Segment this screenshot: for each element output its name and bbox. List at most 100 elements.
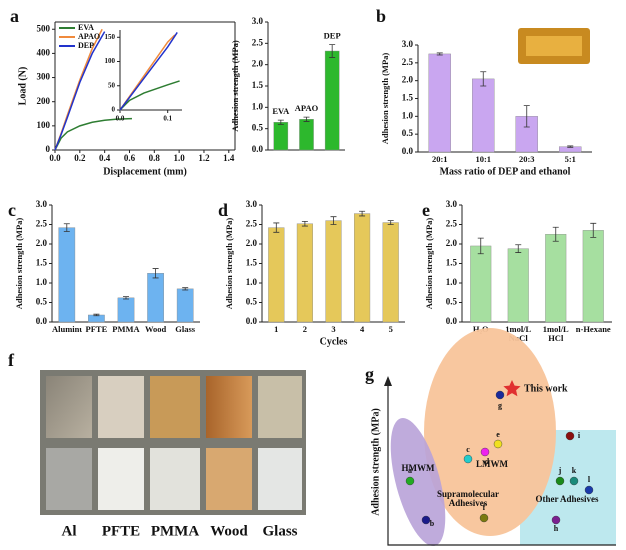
bar: [58, 227, 76, 323]
y-axis-label: Adhesion strength (MPa): [224, 218, 234, 310]
x-tick-label: 3: [331, 325, 336, 334]
panel-letter: f: [8, 350, 15, 370]
y-tick-label: 3.0: [402, 39, 414, 49]
photo: [258, 448, 302, 510]
point: [565, 431, 575, 441]
x-tick-label: 0.8: [149, 153, 161, 163]
x-tick-label-box: 1mol/L HCl: [543, 325, 569, 342]
x-axis-label: Mass ratio of DEP and ethanol: [440, 166, 571, 177]
bar: [117, 297, 135, 323]
x-tick-label-box: PMMA: [112, 325, 140, 334]
error-bar: [590, 222, 597, 238]
error-bar: [93, 313, 100, 317]
point: [551, 515, 561, 525]
photo: [98, 376, 144, 438]
x-tick-label-box: 1mol/L NaCl: [505, 325, 531, 342]
point: [584, 485, 594, 495]
y-axis-label: Adhesion strength (MPa): [424, 218, 434, 310]
panel-letter: e: [422, 200, 430, 220]
x-tick-label-box: Wood: [145, 325, 166, 333]
bar: [176, 288, 194, 323]
photo: [206, 376, 252, 438]
point-label: h: [554, 524, 559, 533]
error-bar: [436, 52, 443, 56]
error-bar: [63, 223, 70, 232]
point-label: b: [430, 519, 435, 528]
y-tick-label: 2.5: [252, 37, 264, 47]
x-tick-label: 1.0: [174, 153, 186, 163]
y-tick-label: 2.5: [446, 219, 458, 229]
x-tick-label-box: PFTE: [85, 325, 108, 334]
y-axis-label: Load (N): [17, 67, 28, 106]
y-tick-label: 0.5: [36, 297, 48, 307]
x-tick-label-box: 10:1: [475, 155, 491, 163]
x-tick-label: 0.4: [99, 153, 111, 163]
y-tick-label: 1.0: [402, 110, 414, 120]
photo: [206, 448, 252, 510]
point-label: j: [558, 466, 562, 475]
panel-letter: a: [10, 6, 19, 26]
error-bar: [273, 222, 280, 233]
y-tick-label: 200: [37, 96, 51, 106]
photo-label: Glass: [262, 523, 297, 539]
x-tick-label: PFTE: [85, 325, 108, 334]
axis-arrow: [384, 376, 392, 386]
x-tick-label-box: Aluminum: [52, 325, 82, 334]
y-tick-label: 1.5: [246, 258, 258, 268]
x-tick-label: 4: [359, 325, 365, 334]
region-label-box: Supramolecular Adhesives: [437, 490, 499, 508]
y-tick-label: 1.5: [252, 80, 264, 90]
bar: [470, 245, 492, 323]
bar: [325, 220, 342, 323]
y-tick-label: 3.0: [252, 16, 264, 26]
region-label: LMWM: [476, 460, 508, 469]
region: [424, 328, 556, 536]
photo: [150, 376, 200, 438]
this-work-label: This work: [524, 383, 568, 394]
error-bar: [303, 116, 310, 122]
x-tick-label: 0.0: [49, 153, 61, 163]
y-tick-label: 3.0: [36, 199, 48, 209]
bar: [507, 248, 529, 323]
error-bar: [552, 226, 559, 242]
y-tick-label: 1.0: [252, 101, 264, 111]
point: [405, 476, 415, 486]
star: [503, 380, 521, 397]
line: [119, 32, 178, 111]
error-bar: [567, 145, 574, 148]
y-tick-label: 2.0: [446, 238, 458, 248]
x-tick-label: 20:3: [518, 155, 535, 164]
y-tick-label: 0.0: [36, 316, 48, 326]
point-label: e: [496, 430, 500, 439]
legend-label: DEP: [78, 41, 94, 50]
y-tick-label: 0.5: [446, 297, 458, 307]
x-tick-label: PMMA: [112, 325, 140, 334]
region-label-box: Other Adhesives: [535, 495, 598, 504]
error-bar: [480, 71, 487, 87]
x-tick-label: 0.0: [116, 115, 125, 123]
point: [421, 515, 431, 525]
x-tick-label: 0.6: [124, 153, 136, 163]
y-tick-label: 150: [105, 33, 116, 41]
error-bar: [359, 210, 366, 217]
point-label: c: [466, 445, 470, 454]
category-label: EVA: [272, 106, 290, 116]
photo: [98, 448, 144, 510]
x-tick-label-box: 1: [274, 325, 278, 333]
y-tick-label: 0.0: [246, 316, 258, 326]
x-tick-label: Aluminum: [52, 325, 82, 334]
x-tick-label: 1.4: [223, 153, 235, 163]
y-tick-label: 0.5: [402, 128, 414, 138]
x-tick-label-box: 2: [303, 325, 307, 333]
y-tick-label: 1.0: [446, 277, 458, 287]
bar: [296, 223, 313, 323]
y-tick-label: 1.5: [402, 93, 414, 103]
bar: [545, 234, 567, 323]
y-tick-label: 1.0: [246, 277, 258, 287]
region-label-box: HMWM: [402, 464, 435, 473]
y-tick-label: 0: [112, 106, 116, 114]
photo-label: Wood: [210, 523, 248, 539]
photo-grid: [40, 370, 306, 515]
x-tick-label: Glass: [175, 325, 196, 334]
region-label-box: LMWM: [476, 460, 508, 469]
